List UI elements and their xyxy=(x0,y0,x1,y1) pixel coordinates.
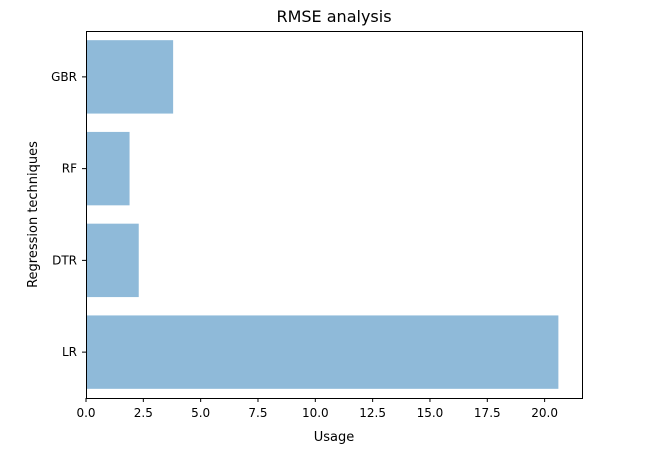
x-axis-label: Usage xyxy=(314,430,355,445)
bar-dtr xyxy=(86,223,139,298)
bar-rf xyxy=(86,131,130,206)
x-tick-label: 7.5 xyxy=(248,406,267,420)
bar-gbr xyxy=(86,40,174,114)
x-tick-label: 20.0 xyxy=(531,406,558,420)
y-tick-label-gbr: GBR xyxy=(51,70,77,84)
x-tick-label: 15.0 xyxy=(417,406,444,420)
bars-layer xyxy=(86,40,559,389)
y-tick-label-rf: RF xyxy=(62,162,77,176)
chart-title: RMSE analysis xyxy=(276,7,391,26)
x-tick-label: 10.0 xyxy=(302,406,329,420)
y-tick-label-lr: LR xyxy=(62,345,77,359)
ticks-layer: LR DTR RF GBR 0.0 2.5 5.0 7.5 10.0 12.5 15.0 17.5 20… xyxy=(51,70,558,420)
x-tick-label: 0.0 xyxy=(76,406,95,420)
x-tick-label: 12.5 xyxy=(359,406,386,420)
x-tick-label: 5.0 xyxy=(191,406,210,420)
x-tick-label: 17.5 xyxy=(474,406,501,420)
y-tick-label-dtr: DTR xyxy=(52,253,77,267)
y-axis-label: Regression techniques xyxy=(26,141,41,288)
bar-lr xyxy=(86,315,559,389)
plot-frame xyxy=(86,31,583,399)
x-tick-label: 2.5 xyxy=(134,406,153,420)
